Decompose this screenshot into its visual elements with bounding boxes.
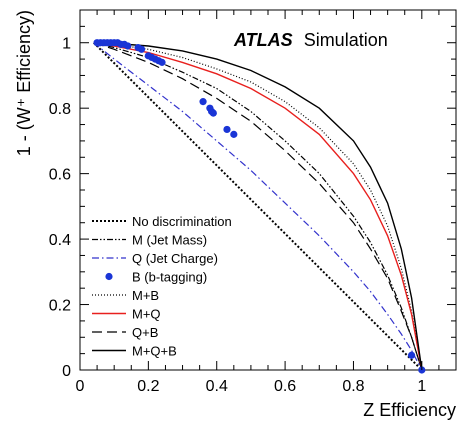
x-tick-label: 0 [76,378,85,395]
series-line [93,42,423,371]
legend-label: M+B [132,288,159,303]
series-line [93,42,423,371]
b-tagging-point [230,130,238,138]
b-tagging-point [199,98,207,106]
markers-layer [93,39,426,374]
annotation-normal: Simulation [304,30,388,50]
series-line [93,42,423,371]
y-tick-label: 1 [62,36,71,53]
x-tick-label: 0.6 [274,378,296,395]
annotation-bold: ATLAS [233,30,293,50]
legend-label: No discrimination [132,214,232,229]
curves-layer [92,41,423,371]
x-tick-label: 0.8 [342,378,364,395]
legend-marker [105,272,113,281]
x-tick-label: 0.2 [137,378,159,395]
b-tagging-point [137,45,146,53]
legend-label: M (Jet Mass) [132,233,207,248]
y-tick-label: 0.4 [49,232,71,249]
b-tagging-point [209,109,217,117]
x-tick-label: 0.4 [206,378,228,395]
series-line [93,42,423,371]
y-tick-label: 0.6 [49,167,71,184]
legend-label: Q+B [132,325,158,340]
axes-layer: 0 0.2 0.4 0.6 0.8 1 0 0.2 0.4 0.6 0.8 1 [49,9,457,395]
legend-label: B (b-tagging) [132,270,207,285]
series-line [92,41,423,371]
legend-label: M+Q+B [132,344,177,359]
b-tagging-point [223,125,231,134]
b-tagging-point [124,42,132,50]
legend-label: M+Q [132,307,161,322]
series-line [93,42,423,371]
b-tagging-point [158,58,166,66]
b-tagging-point [407,351,416,359]
y-tick-label: 0 [62,363,71,380]
y-axis-label: 1 - (W⁺ Efficiency) [14,10,34,156]
chart-annotation: ATLAS Simulation [233,30,388,50]
x-tick-label: 1 [417,378,426,395]
y-tick-label: 0.8 [49,101,71,118]
x-axis-label: Z Efficiency [363,400,456,420]
legend: No discrimination M (Jet Mass) Q (Jet Char… [92,214,232,359]
y-tick-label: 0.2 [49,298,71,315]
legend-label: Q (Jet Charge) [132,251,218,266]
